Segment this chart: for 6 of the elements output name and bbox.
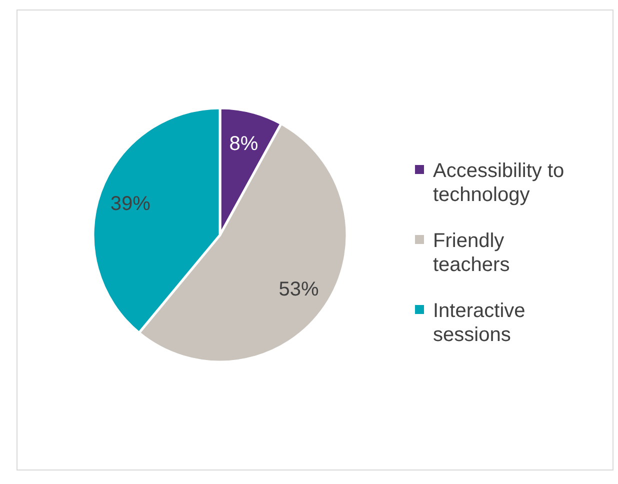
legend-label: Friendly teachers [433,230,510,276]
data-label: 39% [110,192,151,215]
legend-label: Accessibility to technology [433,160,564,206]
data-label: 53% [278,278,320,301]
legend-label: Interactive sessions [433,300,526,346]
data-label: 8% [229,132,258,155]
